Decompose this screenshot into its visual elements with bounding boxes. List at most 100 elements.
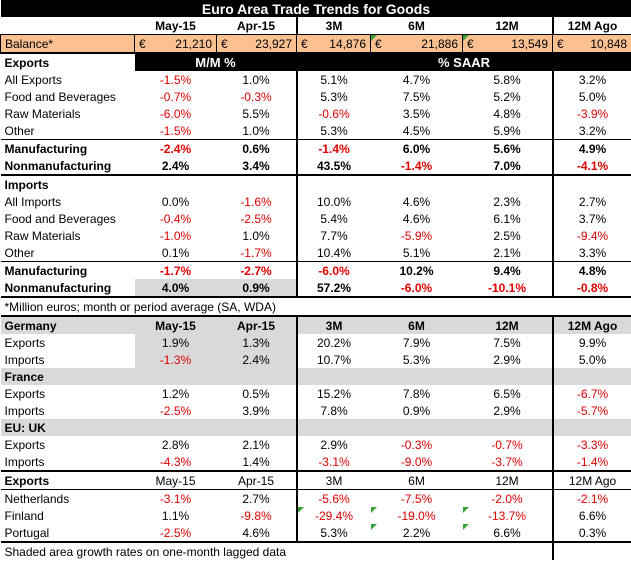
table-row: Food and Beverages -0.7% -0.3% 5.3% 7.5% 5.2%… — [1, 88, 631, 105]
shade-cell — [370, 368, 463, 385]
value-cell: -1.4% — [551, 453, 631, 471]
value-cell: -2.5% — [159, 525, 192, 540]
value-cell: 1.0% — [242, 72, 270, 87]
value-cell: 7.8% — [402, 386, 431, 401]
value-cell: -19.0% — [370, 507, 463, 524]
country-column-header: 12M — [462, 315, 553, 334]
table-row: Raw Materials -1.0% 1.0% 7.7% -5.9% 2.5% -9.4% — [1, 227, 631, 244]
value-cell: -1.5% — [159, 123, 192, 138]
value-cell: 2.5% — [493, 228, 521, 243]
footnote-row: Shaded area growth rates on one-month la… — [0, 541, 631, 560]
table-row: Exports 1.9% 1.3% 20.2% 7.9% 7.5% 9.9% — [1, 334, 631, 351]
value-cell: -1.4% — [295, 139, 371, 157]
value-cell: 6.1% — [493, 211, 521, 226]
balance-label: Balance* — [0, 34, 135, 54]
row-label: Imports — [4, 454, 45, 469]
table-row: Imports -2.5% 3.9% 7.8% 0.9% 2.9% -5.7% — [1, 402, 631, 419]
value-cell: -1.3% — [134, 351, 217, 368]
row-label: Nonmanufacturing — [4, 158, 112, 173]
value-cell: 5.6% — [462, 139, 553, 157]
table-row: Other 0.1% -1.7% 10.4% 5.1% 2.1% 3.3% — [1, 244, 631, 262]
value-cell: -2.4% — [134, 139, 217, 157]
trade-table: Euro Area Trade Trends for Goods May-15 … — [0, 0, 631, 560]
table-title: Euro Area Trade Trends for Goods — [0, 0, 631, 17]
shade-cell — [295, 368, 371, 385]
country-column-header: 12M Ago — [551, 315, 631, 334]
balance-cell: €23,927 — [216, 34, 297, 54]
value-cell: -2.0% — [462, 489, 553, 507]
value-cell: 5.3% — [295, 122, 371, 140]
dest-column-header: 6M — [370, 470, 463, 490]
row-label: Netherlands — [0, 489, 135, 507]
row-label: Nonmanufacturing — [4, 280, 112, 295]
value-cell: 2.7% — [551, 193, 631, 210]
value-cell: 2.9% — [493, 403, 521, 418]
row-label: Other — [4, 123, 35, 138]
value-cell: 10.4% — [295, 244, 371, 262]
value-cell: -3.1% — [295, 453, 371, 471]
value-cell: 5.0% — [551, 88, 631, 105]
value-cell: -9.8% — [240, 508, 272, 523]
country-column-header: 3M — [295, 315, 371, 334]
table-row: Finland 1.1% -9.8% -29.4% -19.0% -13.7% 6.6% — [1, 507, 631, 524]
value-cell: 7.8% — [295, 402, 371, 419]
title-row: Euro Area Trade Trends for Goods — [0, 0, 631, 17]
value-cell: -2.7% — [216, 261, 297, 279]
country-column-header: 6M — [370, 315, 463, 334]
value-cell: -6.0% — [400, 280, 433, 295]
value-cell: -0.8% — [551, 279, 631, 297]
row-label: Imports — [4, 403, 45, 418]
units-note: *Million euros; month or period average … — [0, 296, 631, 316]
value-cell: -5.9% — [400, 228, 433, 243]
saar-band: % SAAR — [296, 52, 631, 71]
balance-cell: €14,876 — [296, 34, 371, 54]
country-label: EU: UK — [0, 419, 135, 436]
dest-column-header: May-15 — [134, 470, 217, 490]
dest-section-label: Exports — [0, 470, 135, 490]
value-cell: -9.0% — [400, 454, 433, 469]
table-row: Exports 1.2% 0.5% 15.2% 7.8% 6.5% -6.7% — [1, 385, 631, 402]
imports-header-row: Imports — [0, 174, 631, 193]
value-cell: -7.5% — [370, 489, 463, 507]
country-header-row: Germany May-15 Apr-15 3M 6M 12M 12M Ago — [0, 315, 631, 334]
value-cell: 4.8% — [551, 261, 631, 279]
value-cell: 4.7% — [402, 72, 431, 87]
value-cell: 15.2% — [295, 385, 371, 402]
value-cell: 1.0% — [242, 228, 270, 243]
value-cell: -1.4% — [400, 158, 433, 173]
value-cell: -6.0% — [159, 106, 192, 121]
value-cell: -0.3% — [240, 89, 272, 104]
value-cell: -3.1% — [134, 489, 217, 507]
value-cell: 1.3% — [216, 334, 297, 351]
value-cell: -5.6% — [295, 489, 371, 507]
value-cell: 5.3% — [295, 88, 371, 105]
balance-cell: €13,549 — [462, 34, 553, 54]
value-cell: 9.9% — [551, 334, 631, 351]
value-cell: 3.5% — [402, 106, 431, 121]
bold-row: Nonmanufacturing 4.0% 0.9% 57.2% -6.0% -10.1%… — [1, 279, 631, 297]
shade-cell — [551, 419, 631, 436]
value-cell: -1.0% — [159, 228, 192, 243]
dest-column-header: Apr-15 — [216, 470, 297, 490]
value-cell: 4.8% — [493, 106, 521, 121]
country-column-header: May-15 — [134, 315, 217, 334]
table-row: Netherlands -3.1% 2.7% -5.6% -7.5% -2.0% -2.1% — [0, 489, 631, 507]
footnote: Shaded area growth rates on one-month la… — [0, 541, 553, 560]
col-12m: 12M — [495, 18, 519, 33]
value-cell: 7.5% — [493, 335, 521, 350]
value-cell: -5.7% — [551, 402, 631, 419]
value-cell: 5.4% — [295, 210, 371, 227]
value-cell: 10.2% — [370, 261, 463, 279]
value-cell: -0.6% — [295, 105, 371, 122]
bold-row: Manufacturing -1.7% -2.7% -6.0% 10.2% 9.4% 4.8… — [0, 261, 631, 279]
value-cell: 57.2% — [295, 279, 371, 297]
table-row: Food and Beverages -0.4% -2.5% 5.4% 4.6% 6.1%… — [1, 210, 631, 227]
row-label: Finland — [4, 508, 44, 523]
table-row: Imports -4.3% 1.4% -3.1% -9.0% -3.7% -1.4% — [1, 453, 631, 471]
value-cell: 9.4% — [462, 261, 553, 279]
value-cell: 2.9% — [295, 436, 371, 453]
value-cell: 4.0% — [134, 279, 217, 297]
row-label: Food and Beverages — [4, 211, 116, 226]
value-cell: 5.3% — [295, 524, 371, 542]
dest-column-header: 12M — [462, 470, 553, 490]
